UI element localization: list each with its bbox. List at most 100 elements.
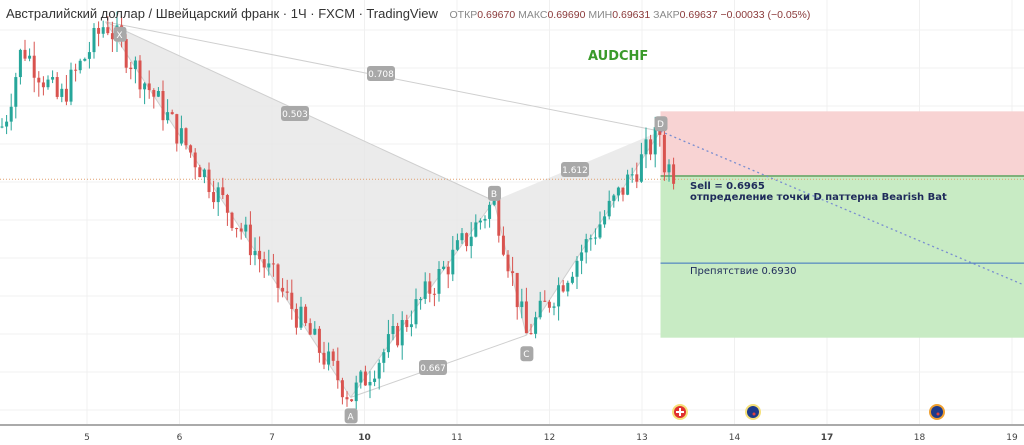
candle (97, 21, 101, 47)
candle-body (221, 187, 225, 196)
candle-body (129, 67, 133, 70)
candle-body (18, 49, 22, 78)
candle (267, 249, 271, 276)
candle (304, 304, 308, 327)
candle (373, 370, 377, 387)
candle (244, 216, 248, 238)
candle-body (446, 266, 450, 275)
candle-body (593, 237, 597, 239)
fib-ratio-label: 0.667 (420, 364, 446, 374)
candle (83, 57, 87, 62)
pattern-point-B (488, 185, 501, 201)
candle-body (474, 222, 478, 237)
pattern-triangle-bcd (494, 131, 661, 336)
candle-body (603, 216, 607, 225)
candle-body (285, 291, 289, 293)
pattern-point-X (113, 26, 127, 42)
candle-body (225, 195, 229, 213)
candle-body (14, 77, 18, 107)
star (936, 412, 940, 416)
candle (248, 211, 252, 266)
candle (386, 319, 390, 358)
candle (451, 235, 455, 282)
candle (446, 261, 450, 289)
candle-body (37, 77, 41, 83)
candle-body (313, 328, 317, 335)
candle (78, 58, 82, 74)
candle-body (373, 378, 377, 382)
candle-body (529, 333, 533, 335)
candle (64, 75, 68, 106)
candle (230, 211, 234, 231)
candle-body (382, 352, 386, 363)
candle-body (612, 195, 616, 201)
candle (262, 251, 266, 278)
candle-body (87, 52, 91, 59)
candle (423, 272, 427, 304)
candle-body (423, 281, 427, 299)
candle (198, 164, 202, 178)
candle-body (156, 91, 160, 97)
candle (667, 159, 671, 182)
candle-body (161, 91, 165, 121)
take-profit-zone (660, 176, 1024, 338)
fib-ratio-label: 1.612 (562, 166, 588, 176)
candle-body (566, 282, 570, 292)
pattern-point-C (520, 346, 534, 362)
candle (363, 365, 367, 386)
candle (69, 62, 73, 106)
candle (340, 377, 344, 405)
candle (143, 82, 147, 105)
candle-body (143, 83, 147, 90)
time-axis-tick: 14 (729, 433, 741, 443)
obstacle-label: Препятствие 0.6930 (690, 266, 797, 277)
candle (570, 271, 574, 285)
candle (561, 279, 565, 293)
candle (276, 263, 280, 303)
candle (239, 222, 243, 240)
candle-body (23, 49, 27, 59)
candle-body (391, 325, 395, 335)
swiss-flag-icon (672, 404, 688, 420)
candle (612, 193, 616, 208)
cross (679, 408, 681, 416)
candle-body (202, 169, 206, 178)
candle-body (432, 293, 436, 295)
candle-body (271, 263, 275, 265)
candle-body (598, 224, 602, 238)
candle (534, 311, 538, 339)
fib-ratio-badge (281, 106, 309, 121)
candle (589, 234, 593, 251)
candle (391, 314, 395, 341)
candle-body (258, 250, 262, 260)
candle-body (465, 233, 469, 247)
candle (483, 215, 487, 229)
candle-body (69, 69, 73, 102)
candle-body (396, 325, 400, 346)
candle-body (354, 382, 358, 402)
candle (621, 187, 625, 202)
candle (529, 323, 533, 335)
candle (603, 210, 607, 228)
candle (511, 256, 515, 287)
time-axis-tick: 17 (821, 433, 834, 443)
candle (46, 75, 50, 90)
candle-body (644, 139, 648, 155)
candle-body (207, 169, 211, 193)
candle-body (455, 240, 459, 250)
candle (501, 226, 505, 257)
candle-body (653, 127, 657, 155)
candle (354, 375, 358, 410)
candle-body (350, 399, 354, 402)
candle-body (248, 224, 252, 256)
candle-body (589, 238, 593, 240)
australia-flag-icon (929, 404, 945, 420)
candle (124, 34, 128, 74)
candle-body (336, 360, 340, 381)
candle-body (230, 212, 234, 229)
candle-body (368, 381, 372, 386)
candle-body (547, 301, 551, 308)
candle-body (101, 27, 105, 34)
